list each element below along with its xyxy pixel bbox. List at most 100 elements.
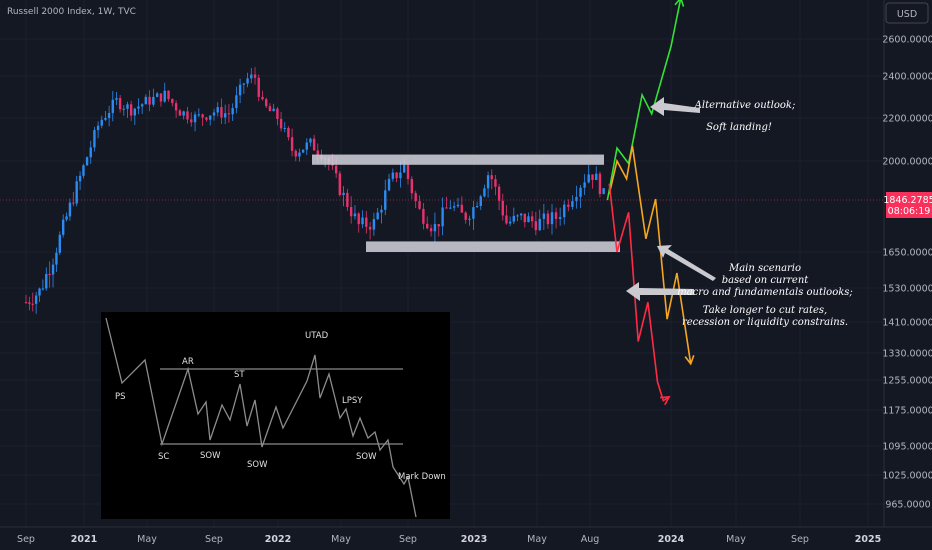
candle-body <box>242 83 246 85</box>
zone-support <box>366 241 620 252</box>
main-scenario-text-1: Main scenario <box>728 263 801 274</box>
candle-body <box>75 181 78 204</box>
zone-resistance <box>312 154 604 165</box>
price-tick-label: 2400.0000 <box>882 72 932 83</box>
scenario-path-0 <box>606 0 682 201</box>
candle-body <box>235 95 238 109</box>
price-tick-label: 2000.0000 <box>882 157 932 168</box>
candle-body <box>395 172 398 179</box>
candle-body <box>406 164 410 179</box>
currency-label: USD <box>897 9 917 20</box>
candle-body <box>24 302 28 304</box>
candle-body <box>301 149 305 153</box>
candle-body <box>563 204 566 218</box>
wyckoff-label: UTAD <box>305 331 329 341</box>
candle-body <box>519 213 523 216</box>
candle-body <box>368 226 372 230</box>
scenario-arrowhead-1 <box>684 355 695 366</box>
time-axis[interactable]: Sep 2021 May Sep 2022 May Sep 2023 May Aug 2024 May… <box>17 534 881 545</box>
time-tick-label: Aug <box>581 534 600 545</box>
candle-body <box>410 178 414 194</box>
candle-body <box>31 303 34 305</box>
candle-body <box>28 302 31 304</box>
wyckoff-label: ST <box>234 370 245 380</box>
candle-body <box>144 96 148 105</box>
candle-body <box>250 74 253 79</box>
candle-body <box>209 115 212 120</box>
time-tick-label: Sep <box>399 534 417 545</box>
candle-body <box>220 107 223 118</box>
time-tick-label: Sep <box>17 534 35 545</box>
candle-body <box>268 106 272 112</box>
candle-body <box>426 223 429 229</box>
candle-body <box>65 216 68 220</box>
candle-body <box>100 119 103 126</box>
candle-body <box>558 217 562 219</box>
candle-body <box>494 179 497 187</box>
candle-body <box>516 215 519 217</box>
candle-body <box>567 204 570 207</box>
candle-body <box>530 216 534 222</box>
candle-body <box>475 206 479 208</box>
candle-body <box>246 78 249 84</box>
candle-body <box>460 204 464 213</box>
candle-body <box>602 188 605 195</box>
candle-body <box>429 228 433 232</box>
candle-body <box>133 108 137 116</box>
candle-body <box>483 188 486 197</box>
candle-body <box>261 96 264 100</box>
candle-body <box>155 93 159 97</box>
time-tick-label: May <box>527 534 547 545</box>
candle-body <box>294 150 297 157</box>
candle-body <box>107 113 111 118</box>
candle-body <box>126 104 129 109</box>
candle-body <box>182 111 185 116</box>
price-tick-label: 1175.0000 <box>882 406 932 417</box>
candle-body <box>163 90 166 102</box>
candle-body <box>468 218 471 220</box>
price-tick-label: 1025.0000 <box>882 471 932 482</box>
candle-body <box>171 99 174 104</box>
inset-background <box>101 312 450 519</box>
time-tick-label: May <box>331 534 351 545</box>
candle-body <box>372 219 376 230</box>
candle-body <box>527 216 530 223</box>
candle-body <box>490 175 493 180</box>
candle-body <box>257 77 260 97</box>
candle-body <box>349 206 353 217</box>
time-tick-label: 2022 <box>265 534 291 545</box>
candle-body <box>546 213 550 225</box>
currency-button[interactable]: USD <box>885 2 929 24</box>
last-price-tag: 1846.2785 08:06:19 <box>883 192 932 218</box>
candle-body <box>452 206 456 208</box>
wyckoff-label: SOW <box>356 452 377 462</box>
candle-body <box>201 114 204 118</box>
candle-body <box>272 108 275 112</box>
candle-body <box>118 98 122 110</box>
candle-body <box>78 175 82 182</box>
candle-body <box>312 138 316 151</box>
candle-body <box>238 84 242 96</box>
candle-body <box>140 104 144 107</box>
candle-body <box>598 173 602 195</box>
candle-body <box>575 196 578 202</box>
candle-body <box>93 130 96 148</box>
candle-body <box>276 108 279 119</box>
time-tick-label: Sep <box>205 534 223 545</box>
wyckoff-label: AR <box>182 357 194 367</box>
candle-body <box>376 212 379 220</box>
candle-body <box>497 186 501 201</box>
candle-body <box>571 201 574 207</box>
candle-body <box>227 113 231 115</box>
wyckoff-label: SC <box>158 452 169 462</box>
price-tick-label: 1255.0000 <box>882 376 932 387</box>
price-tick-label: 1530.0000 <box>882 284 932 295</box>
wyckoff-label: Mark Down <box>398 472 446 482</box>
alt-arrow <box>650 97 700 116</box>
candle-body <box>486 175 490 189</box>
zones <box>312 154 620 252</box>
main-scenario-text-3: macro and fundamentals outlooks; <box>677 287 853 298</box>
candle-body <box>253 74 257 78</box>
